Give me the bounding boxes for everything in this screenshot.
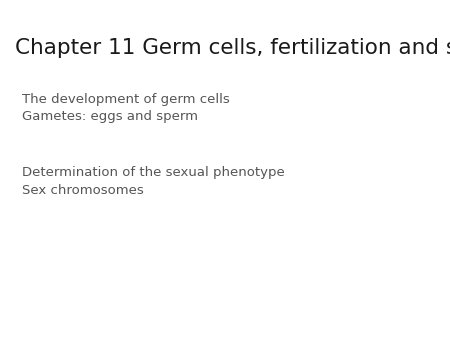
Text: Gametes: eggs and sperm: Gametes: eggs and sperm xyxy=(22,111,198,123)
Text: Chapter 11 Germ cells, fertilization and sex: Chapter 11 Germ cells, fertilization and… xyxy=(15,38,450,58)
Text: Sex chromosomes: Sex chromosomes xyxy=(22,184,144,196)
Text: Determination of the sexual phenotype: Determination of the sexual phenotype xyxy=(22,166,285,179)
Text: The development of germ cells: The development of germ cells xyxy=(22,93,230,106)
